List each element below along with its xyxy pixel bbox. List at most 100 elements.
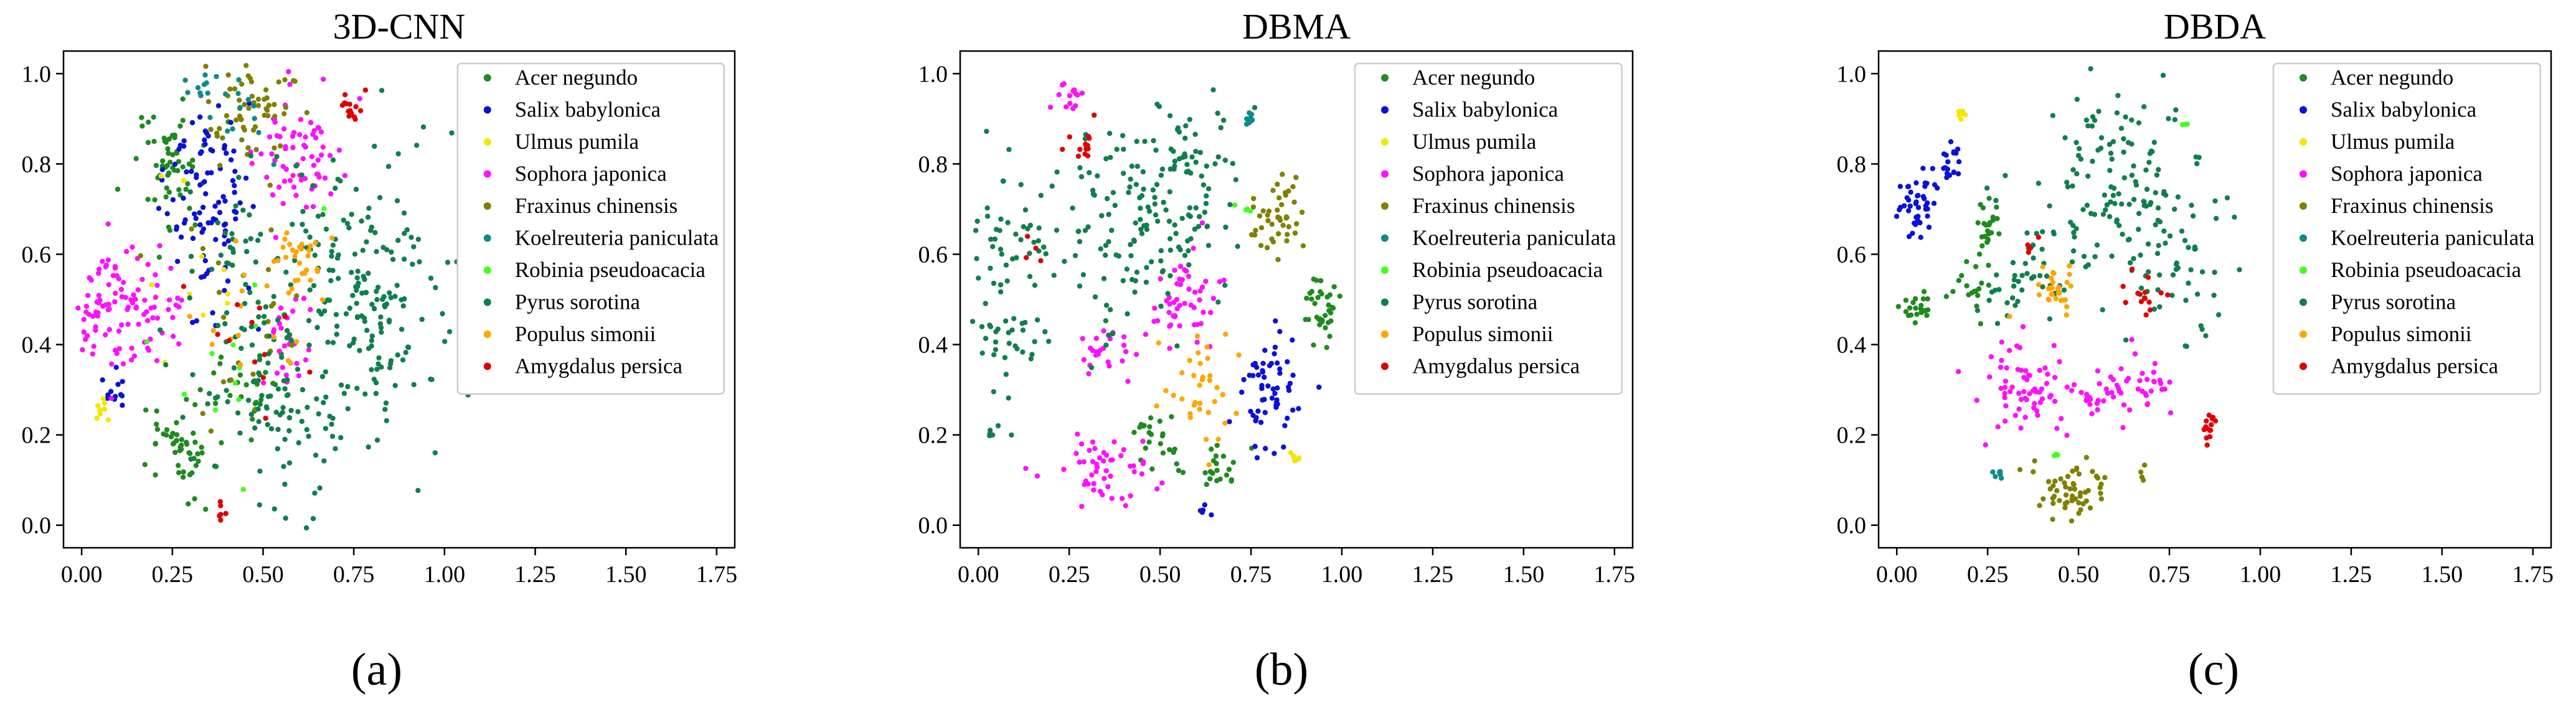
data-point <box>1943 294 1949 299</box>
x-tick-label: 0.00 <box>1876 561 1918 588</box>
data-point <box>1049 183 1055 189</box>
data-point <box>261 320 267 326</box>
data-point <box>151 115 156 120</box>
data-point <box>200 204 206 210</box>
x-tick-label: 1.75 <box>1594 561 1636 588</box>
data-point <box>265 421 270 428</box>
data-point <box>2064 433 2070 438</box>
data-point <box>1072 253 1078 258</box>
legend-marker <box>2299 202 2307 210</box>
data-point <box>2204 418 2209 424</box>
data-point <box>257 468 263 474</box>
data-point <box>366 270 371 276</box>
data-point <box>410 261 415 267</box>
data-point <box>2110 192 2116 199</box>
data-point <box>1187 411 1193 416</box>
data-point <box>149 282 154 288</box>
data-point <box>2065 184 2071 190</box>
data-point <box>270 192 276 198</box>
data-point <box>1318 278 1324 284</box>
data-point <box>1168 273 1173 279</box>
data-point <box>278 143 283 149</box>
data-point <box>2045 372 2050 377</box>
data-point <box>1150 187 1156 193</box>
data-point <box>282 237 288 242</box>
data-point <box>1134 139 1139 144</box>
data-point <box>241 272 247 278</box>
data-point <box>1944 171 1950 176</box>
data-point <box>2050 500 2056 506</box>
data-point <box>195 451 201 457</box>
data-point <box>1329 304 1335 310</box>
data-point <box>2209 416 2215 421</box>
data-point <box>1140 459 1146 465</box>
data-point <box>250 416 255 422</box>
data-point <box>372 230 378 235</box>
data-point <box>1125 311 1130 317</box>
legend-marker <box>483 170 491 178</box>
data-point <box>1299 209 1305 215</box>
data-point <box>170 314 176 321</box>
data-point <box>2016 279 2021 284</box>
data-point <box>235 91 241 96</box>
data-point <box>306 317 312 324</box>
data-point <box>1207 476 1213 482</box>
data-point <box>2203 333 2209 339</box>
data-point <box>1282 423 1288 428</box>
data-point <box>1913 199 1919 205</box>
data-point <box>979 350 985 356</box>
data-point <box>385 164 392 169</box>
data-point <box>2050 229 2056 235</box>
data-point <box>2137 378 2143 383</box>
data-point <box>415 237 422 242</box>
legend-marker <box>1380 362 1389 370</box>
data-point <box>1079 90 1085 96</box>
data-point <box>207 391 212 397</box>
data-point <box>2017 467 2023 472</box>
data-point <box>224 260 230 266</box>
data-point <box>2095 398 2101 403</box>
data-point <box>1955 171 1961 177</box>
data-point <box>2051 271 2057 276</box>
data-point <box>1260 368 1265 373</box>
data-point <box>268 426 275 431</box>
data-point <box>1160 268 1166 274</box>
data-point <box>1167 447 1172 453</box>
data-point <box>2131 163 2136 169</box>
legend-marker <box>1380 74 1389 82</box>
data-point <box>1986 222 1992 228</box>
data-point <box>1265 383 1271 389</box>
data-point <box>1323 325 1328 331</box>
data-point <box>2169 293 2175 298</box>
data-point <box>222 321 228 327</box>
data-point <box>1149 466 1155 472</box>
data-point <box>1912 296 1918 302</box>
data-point <box>192 439 198 445</box>
data-point <box>2050 483 2056 489</box>
data-point <box>211 370 217 376</box>
data-point <box>2103 386 2109 392</box>
data-point <box>1182 135 1188 141</box>
data-point <box>2123 114 2128 120</box>
data-point <box>1187 415 1194 420</box>
data-point <box>2024 377 2030 383</box>
data-point <box>154 358 160 364</box>
data-point <box>151 139 157 144</box>
data-point <box>395 151 401 157</box>
data-point <box>988 324 994 329</box>
data-point <box>1031 240 1037 245</box>
data-point <box>2090 114 2096 120</box>
data-point <box>172 161 177 167</box>
data-point <box>2137 291 2143 297</box>
data-point <box>176 146 182 152</box>
data-point <box>1006 340 1012 346</box>
data-point <box>145 139 151 146</box>
data-point <box>372 143 377 149</box>
data-point <box>1964 283 1970 289</box>
data-point <box>1296 456 1301 462</box>
data-point <box>342 92 348 98</box>
data-point <box>2046 297 2052 303</box>
data-point <box>1227 419 1232 425</box>
data-point <box>2036 181 2042 186</box>
data-point <box>264 405 270 411</box>
